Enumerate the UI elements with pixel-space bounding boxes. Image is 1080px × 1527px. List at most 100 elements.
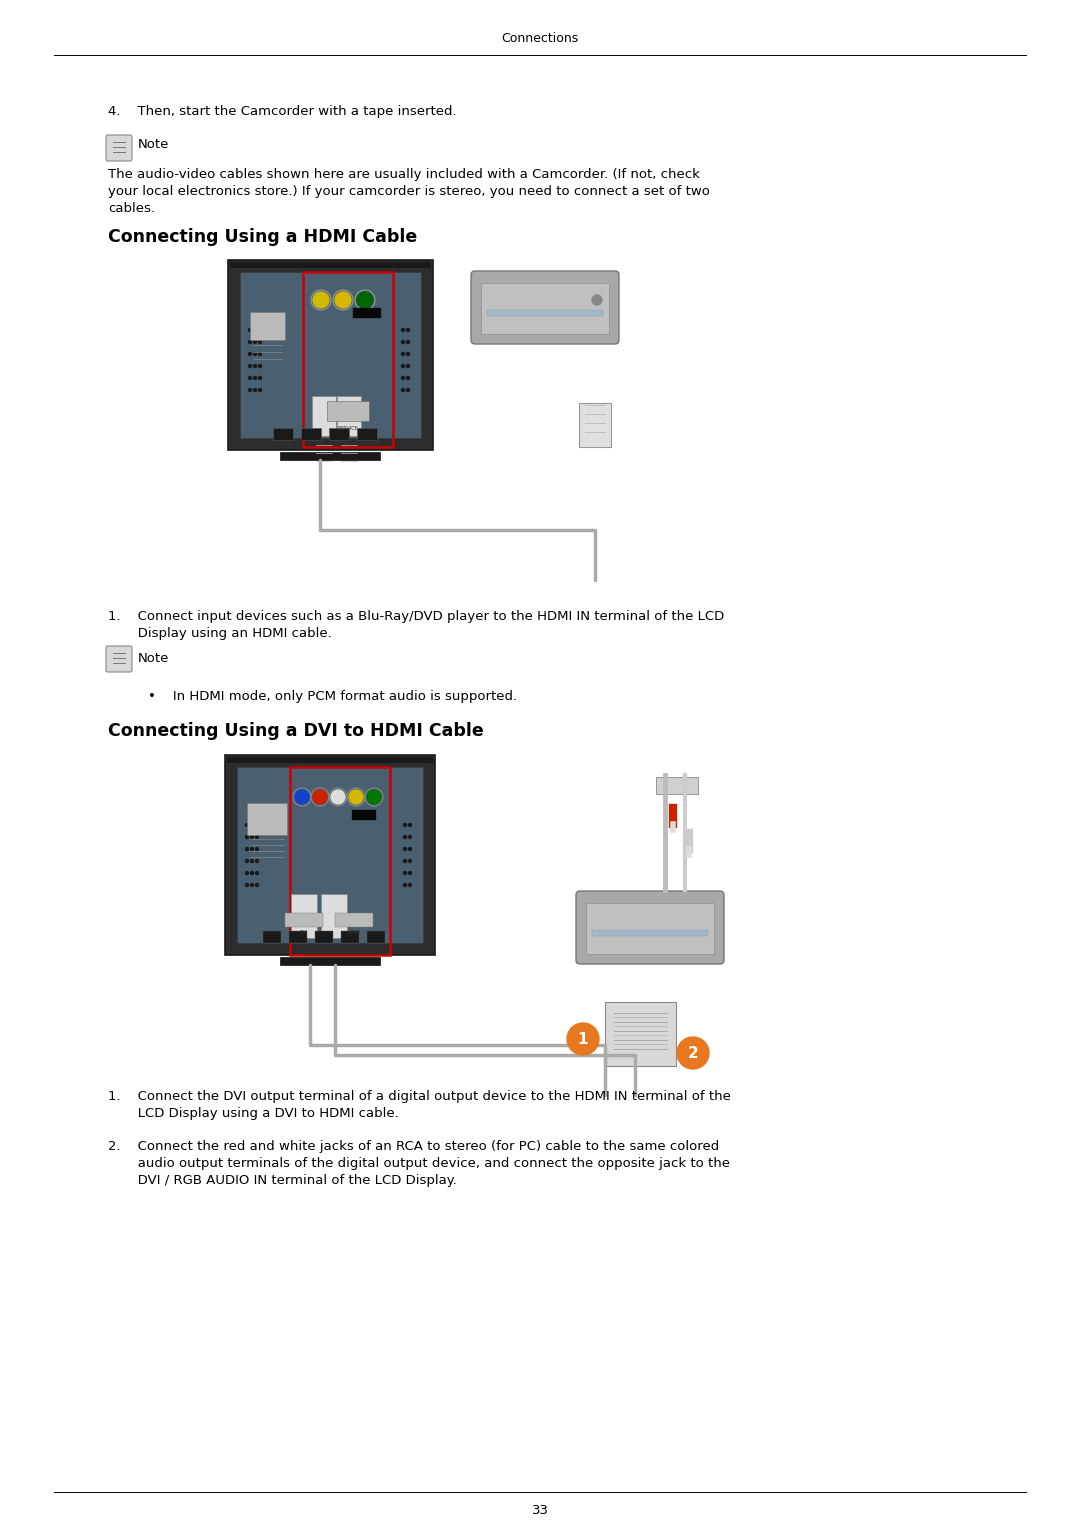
FancyBboxPatch shape (225, 754, 435, 954)
Text: Display using an HDMI cable.: Display using an HDMI cable. (108, 628, 332, 640)
Circle shape (567, 1023, 599, 1055)
FancyBboxPatch shape (291, 893, 318, 938)
Bar (352, 809, 376, 820)
Circle shape (404, 823, 406, 826)
Bar (240, 272, 421, 438)
Circle shape (404, 860, 406, 863)
Circle shape (251, 860, 254, 863)
Circle shape (402, 365, 405, 368)
Circle shape (404, 835, 406, 838)
Bar (264, 931, 281, 944)
Bar (315, 931, 333, 944)
Text: •    In HDMI mode, only PCM format audio is supported.: • In HDMI mode, only PCM format audio is… (148, 690, 517, 702)
Text: DVI: DVI (300, 930, 308, 936)
Circle shape (256, 884, 258, 887)
Text: Note: Note (138, 139, 170, 151)
Bar (230, 263, 431, 269)
Circle shape (248, 377, 252, 380)
FancyBboxPatch shape (321, 893, 347, 938)
Circle shape (367, 789, 381, 805)
Circle shape (408, 872, 411, 875)
Bar (303, 272, 393, 447)
FancyBboxPatch shape (576, 890, 724, 964)
Bar (237, 767, 423, 944)
Bar (329, 428, 349, 440)
Bar (289, 931, 307, 944)
Text: 1: 1 (578, 1032, 589, 1046)
Circle shape (251, 823, 254, 826)
FancyBboxPatch shape (327, 402, 369, 421)
Circle shape (254, 388, 257, 391)
FancyBboxPatch shape (228, 260, 433, 450)
Circle shape (402, 377, 405, 380)
Text: 33: 33 (531, 1504, 549, 1516)
Text: audio output terminals of the digital output device, and connect the opposite ja: audio output terminals of the digital ou… (108, 1157, 730, 1170)
FancyBboxPatch shape (471, 270, 619, 344)
Circle shape (248, 388, 252, 391)
Bar (481, 282, 609, 334)
Circle shape (349, 789, 363, 805)
Text: Connecting Using a HDMI Cable: Connecting Using a HDMI Cable (108, 228, 417, 246)
Circle shape (258, 341, 261, 344)
Circle shape (402, 341, 405, 344)
Text: 2.    Connect the red and white jacks of an RCA to stereo (for PC) cable to the : 2. Connect the red and white jacks of an… (108, 1141, 719, 1153)
Circle shape (402, 353, 405, 356)
Bar (285, 913, 323, 927)
Circle shape (254, 365, 257, 368)
Text: The audio-video cables shown here are usually included with a Camcorder. (If not: The audio-video cables shown here are us… (108, 168, 700, 182)
Circle shape (406, 341, 409, 344)
Bar (273, 428, 293, 440)
Circle shape (408, 860, 411, 863)
Circle shape (406, 388, 409, 391)
Text: cables.: cables. (108, 202, 156, 215)
Circle shape (256, 860, 258, 863)
Bar (227, 757, 433, 764)
Circle shape (256, 847, 258, 851)
Circle shape (295, 789, 309, 805)
Circle shape (248, 341, 252, 344)
Circle shape (258, 388, 261, 391)
Circle shape (245, 847, 248, 851)
Bar (586, 902, 714, 954)
Circle shape (254, 328, 257, 331)
FancyBboxPatch shape (656, 777, 698, 794)
FancyBboxPatch shape (337, 395, 361, 437)
Circle shape (256, 823, 258, 826)
Text: Connecting Using a DVI to HDMI Cable: Connecting Using a DVI to HDMI Cable (108, 722, 484, 741)
Circle shape (245, 884, 248, 887)
Circle shape (248, 365, 252, 368)
Circle shape (251, 884, 254, 887)
Circle shape (256, 872, 258, 875)
Bar (335, 913, 373, 927)
Bar (341, 931, 359, 944)
Circle shape (330, 789, 345, 805)
Text: 4.    Then, start the Camcorder with a tape inserted.: 4. Then, start the Camcorder with a tape… (108, 105, 457, 118)
Text: your local electronics store.) If your camcorder is stereo, you need to connect : your local electronics store.) If your c… (108, 185, 710, 199)
Circle shape (248, 328, 252, 331)
Circle shape (258, 353, 261, 356)
FancyBboxPatch shape (579, 403, 611, 447)
Circle shape (408, 884, 411, 887)
Bar (357, 428, 377, 440)
Circle shape (251, 835, 254, 838)
Bar (249, 312, 285, 341)
Text: SERVICE: SERVICE (338, 426, 359, 431)
Bar (280, 957, 380, 965)
Circle shape (406, 377, 409, 380)
Circle shape (592, 295, 602, 305)
Text: 1.    Connect the DVI output terminal of a digital output device to the HDMI IN : 1. Connect the DVI output terminal of a … (108, 1090, 731, 1102)
Circle shape (256, 835, 258, 838)
Text: Connections: Connections (501, 32, 579, 44)
Circle shape (677, 1037, 708, 1069)
Circle shape (254, 353, 257, 356)
Circle shape (258, 328, 261, 331)
FancyBboxPatch shape (312, 395, 336, 437)
Circle shape (245, 860, 248, 863)
Circle shape (408, 823, 411, 826)
Circle shape (248, 353, 252, 356)
Text: HDMI: HDMI (348, 930, 361, 936)
Circle shape (254, 341, 257, 344)
Circle shape (245, 872, 248, 875)
Circle shape (404, 872, 406, 875)
Circle shape (258, 365, 261, 368)
